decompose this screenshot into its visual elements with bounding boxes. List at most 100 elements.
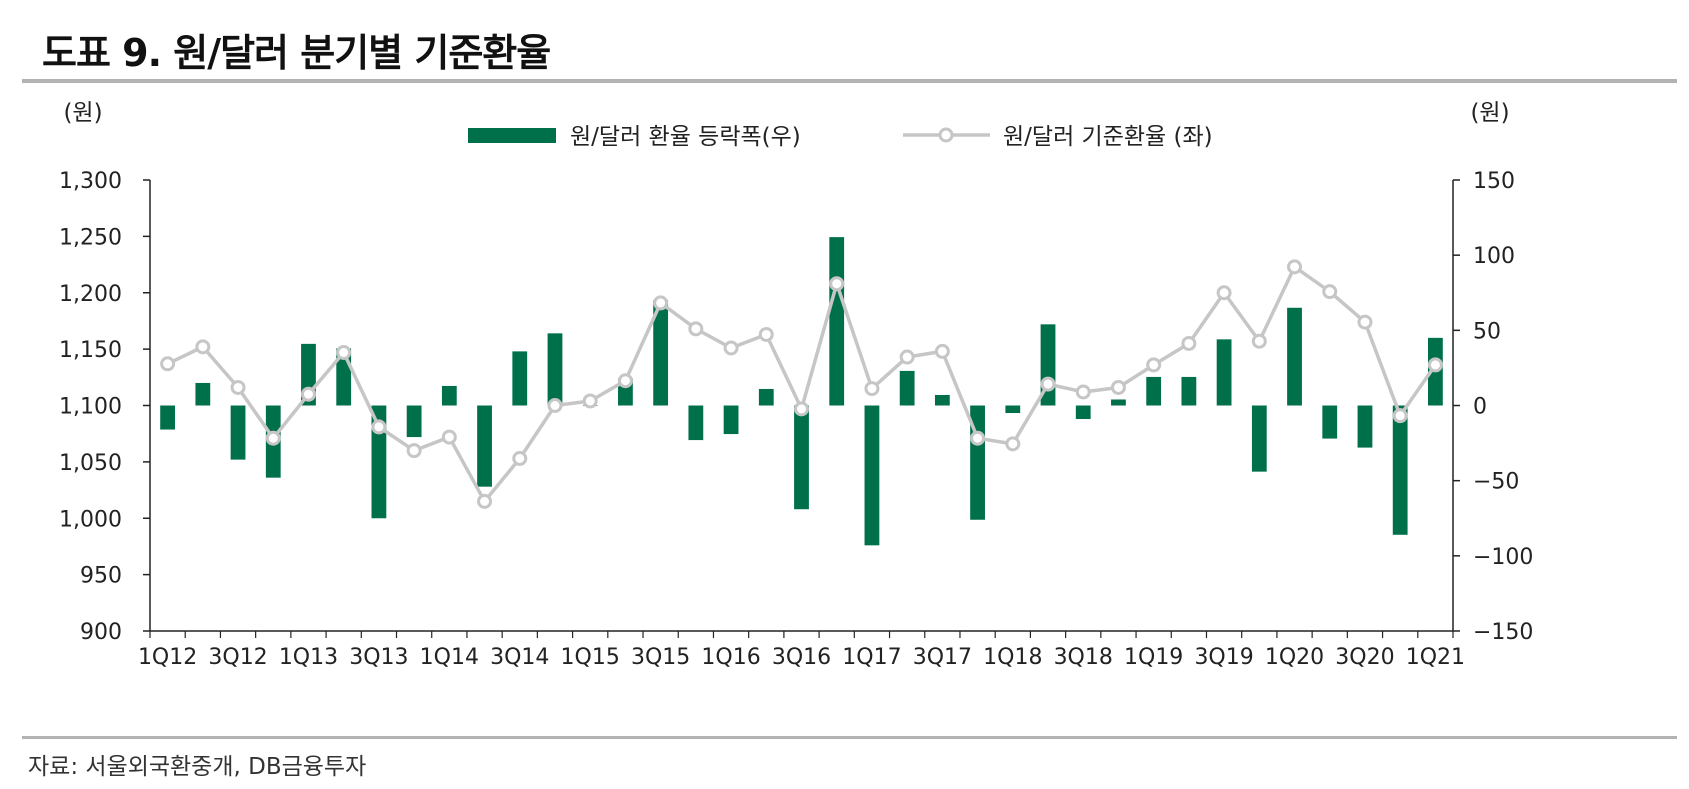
line-point [1040, 376, 1056, 392]
right-unit-label: (원) [1470, 100, 1509, 126]
bar [653, 300, 669, 406]
bar [230, 405, 246, 460]
left-unit-label: (원) [63, 100, 102, 126]
bar [441, 385, 457, 406]
line-point [723, 340, 739, 356]
line-point [864, 381, 880, 397]
line-point [406, 443, 422, 459]
line-point [617, 373, 633, 389]
bar [864, 405, 880, 546]
line-point [829, 276, 845, 292]
line-point [512, 450, 528, 466]
bar [1287, 307, 1302, 406]
bar [934, 394, 950, 406]
line-point [582, 393, 598, 409]
line-point [899, 349, 915, 365]
dual-axis-chart: 1,300 1,250 1,200 1,150 1,100 1,050 1,000 950 90… [59, 100, 1533, 670]
legend-line-marker [938, 127, 954, 143]
left-tick-label: 1,200 [59, 282, 122, 307]
bar [758, 388, 774, 406]
line-point [336, 345, 352, 361]
bar [1111, 399, 1126, 406]
legend-bar-label: 원/달러 환율 등락폭(우) [570, 124, 801, 150]
axes: 1,300 1,250 1,200 1,150 1,100 1,050 1,000 950 90… [59, 100, 1533, 670]
bar [829, 237, 845, 406]
right-tick-label: 50 [1473, 319, 1501, 344]
bar [1181, 376, 1197, 406]
line-series [160, 259, 1443, 509]
x-tick-label: 1Q20 [1265, 645, 1324, 670]
bar [899, 370, 915, 406]
line-point [300, 386, 316, 402]
line-point [1181, 335, 1197, 351]
bar [1322, 405, 1338, 439]
line-point [1110, 379, 1126, 395]
bar [794, 405, 809, 510]
bar [406, 405, 422, 438]
line-point [441, 429, 457, 445]
bar [195, 382, 211, 406]
left-tick-label: 1,300 [59, 169, 122, 194]
legend-bar-swatch [468, 128, 556, 143]
right-tick-label: −100 [1473, 545, 1533, 570]
left-tick-label: 1,250 [59, 225, 122, 250]
x-tick-label: 3Q17 [913, 645, 972, 670]
x-tick-label: 3Q15 [631, 645, 690, 670]
line-point [758, 326, 774, 342]
left-tick-label: 1,050 [59, 451, 122, 476]
line-point [371, 419, 387, 435]
left-tick-label: 1,100 [59, 395, 122, 420]
line-point [970, 430, 986, 446]
line-point [1357, 314, 1373, 330]
line-point [1251, 333, 1267, 349]
legend: 원/달러 환율 등락폭(우) 원/달러 기준환율 (좌) [468, 124, 1213, 150]
line-point [934, 343, 950, 359]
line-point [1005, 436, 1021, 452]
chart-title: 도표 9. 원/달러 분기별 기준환율 [42, 31, 551, 75]
x-tick-label: 3Q14 [490, 645, 549, 670]
line-point [230, 379, 246, 395]
line-point [160, 356, 176, 372]
line-point [794, 401, 809, 417]
x-tick-label: 1Q18 [983, 645, 1042, 670]
bar [371, 405, 387, 519]
line-point [1075, 384, 1091, 400]
x-tick-label: 3Q12 [208, 645, 267, 670]
bar [688, 405, 704, 441]
line-point [688, 321, 704, 337]
right-tick-label: 0 [1473, 395, 1487, 420]
bar [1392, 405, 1408, 535]
x-tick-label: 1Q12 [138, 645, 197, 670]
line-point [195, 339, 211, 355]
bar [1216, 339, 1232, 406]
x-tick-label: 3Q19 [1194, 645, 1253, 670]
title-divider [22, 79, 1677, 83]
line-point [1392, 408, 1408, 424]
x-tick-label: 1Q21 [1406, 645, 1465, 670]
right-tick-label: 100 [1473, 244, 1515, 269]
line-point [653, 295, 669, 311]
left-tick-label: 1,000 [59, 507, 122, 532]
line-point [1146, 357, 1162, 373]
x-tick-label: 1Q16 [701, 645, 760, 670]
bar [1005, 405, 1021, 414]
footer-divider [22, 736, 1677, 739]
x-tick-label: 3Q20 [1335, 645, 1394, 670]
line-point [1427, 357, 1443, 373]
line-point [265, 430, 281, 446]
x-tick-label: 1Q13 [279, 645, 338, 670]
bar [1251, 405, 1267, 472]
x-tick-label: 1Q14 [420, 645, 479, 670]
x-tick-label: 3Q16 [772, 645, 831, 670]
bar [512, 351, 528, 406]
line-point [477, 493, 493, 509]
line-point [1322, 284, 1338, 300]
bar [1357, 405, 1373, 448]
x-tick-label: 3Q18 [1054, 645, 1113, 670]
bar [1146, 376, 1162, 406]
bar-series [160, 237, 1443, 546]
line-point [1216, 285, 1232, 301]
legend-line-label: 원/달러 기준환율 (좌) [1003, 124, 1213, 150]
x-tick-label: 1Q19 [1124, 645, 1183, 670]
line-point [547, 398, 563, 413]
